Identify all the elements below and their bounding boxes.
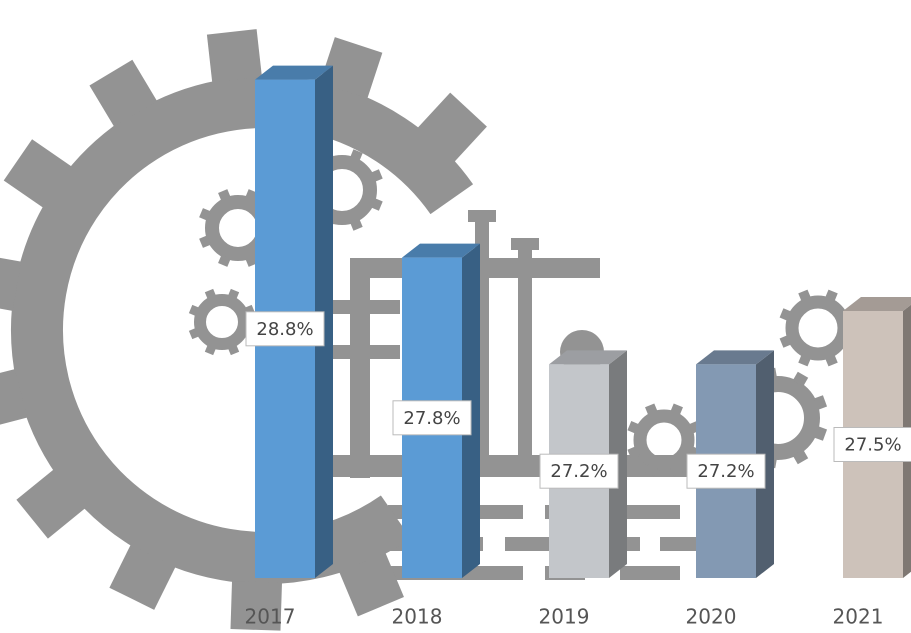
x-tick-label: 2021 <box>833 605 884 629</box>
bar-top <box>843 297 911 311</box>
gear-tooth <box>227 288 240 300</box>
bar-top <box>402 243 480 258</box>
value-label: 28.8% <box>256 319 313 340</box>
chimney-top <box>468 210 496 222</box>
factory-wall <box>350 258 370 478</box>
value-label: 27.2% <box>697 461 754 482</box>
gear-tooth <box>350 218 363 231</box>
gear-tooth <box>825 354 838 367</box>
value-label: 27.5% <box>844 435 901 456</box>
x-tick-label: 2019 <box>539 605 590 629</box>
brick <box>620 566 680 580</box>
gear-tooth <box>230 581 282 631</box>
gear-tooth <box>627 446 640 459</box>
gear-tooth <box>798 354 811 367</box>
value-label: 27.2% <box>550 461 607 482</box>
gear-tooth <box>645 464 658 477</box>
gear-tooth <box>3 139 72 208</box>
gear-tooth <box>319 37 383 99</box>
gear-tooth <box>370 198 383 211</box>
brick <box>660 537 700 551</box>
gear-tooth <box>188 327 200 340</box>
gear-tooth <box>16 469 86 539</box>
gear-tooth <box>779 335 792 348</box>
gear-tooth <box>227 344 240 356</box>
gear-tooth <box>339 552 404 617</box>
gear-tooth <box>627 421 640 434</box>
gear-tooth <box>245 189 258 202</box>
gear-tooth <box>779 308 792 321</box>
gear-ring <box>633 409 695 471</box>
gear-tooth <box>199 208 212 221</box>
gear-tooth <box>89 59 158 127</box>
gear-tooth <box>813 395 828 410</box>
gear-tooth <box>204 344 217 356</box>
gear-tooth <box>204 288 217 300</box>
gear-tooth <box>670 464 683 477</box>
gear-tooth <box>188 304 200 317</box>
gear-tooth <box>0 257 22 311</box>
gear-tooth <box>370 169 383 182</box>
value-label: 27.8% <box>403 408 460 429</box>
value-label-box <box>392 400 472 436</box>
gear-tooth <box>218 189 231 202</box>
value-label-box <box>686 453 766 489</box>
gear-tooth <box>670 403 683 416</box>
gear-tooth <box>245 254 258 267</box>
gear-ring <box>785 295 851 361</box>
gear-tooth <box>798 289 811 302</box>
x-tick-label: 2020 <box>686 605 737 629</box>
gear-ring <box>194 294 250 350</box>
gear-tooth <box>417 92 487 162</box>
gear-tooth <box>206 29 262 83</box>
gear-tooth <box>792 449 809 465</box>
factory-beam <box>330 300 400 314</box>
value-label-box <box>245 311 325 347</box>
value-label-box <box>539 453 619 489</box>
gear-tooth <box>109 544 176 610</box>
x-tick-label: 2018 <box>392 605 443 629</box>
x-tick-label: 2017 <box>245 605 296 629</box>
gear-tooth <box>645 403 658 416</box>
gear-tooth <box>199 235 212 248</box>
chimney <box>518 243 532 473</box>
gear-tooth <box>825 289 838 302</box>
value-label-box <box>833 427 911 462</box>
bar-top <box>696 350 774 365</box>
gear-tooth <box>0 369 28 425</box>
bar-top <box>255 65 333 80</box>
gear-tooth <box>218 254 231 267</box>
gear-tooth <box>813 426 828 441</box>
factory-beam <box>330 345 400 359</box>
gear-tooth <box>792 371 809 387</box>
gear-tooth <box>350 149 363 162</box>
bar-top <box>549 350 627 365</box>
chimney-top <box>511 238 539 250</box>
